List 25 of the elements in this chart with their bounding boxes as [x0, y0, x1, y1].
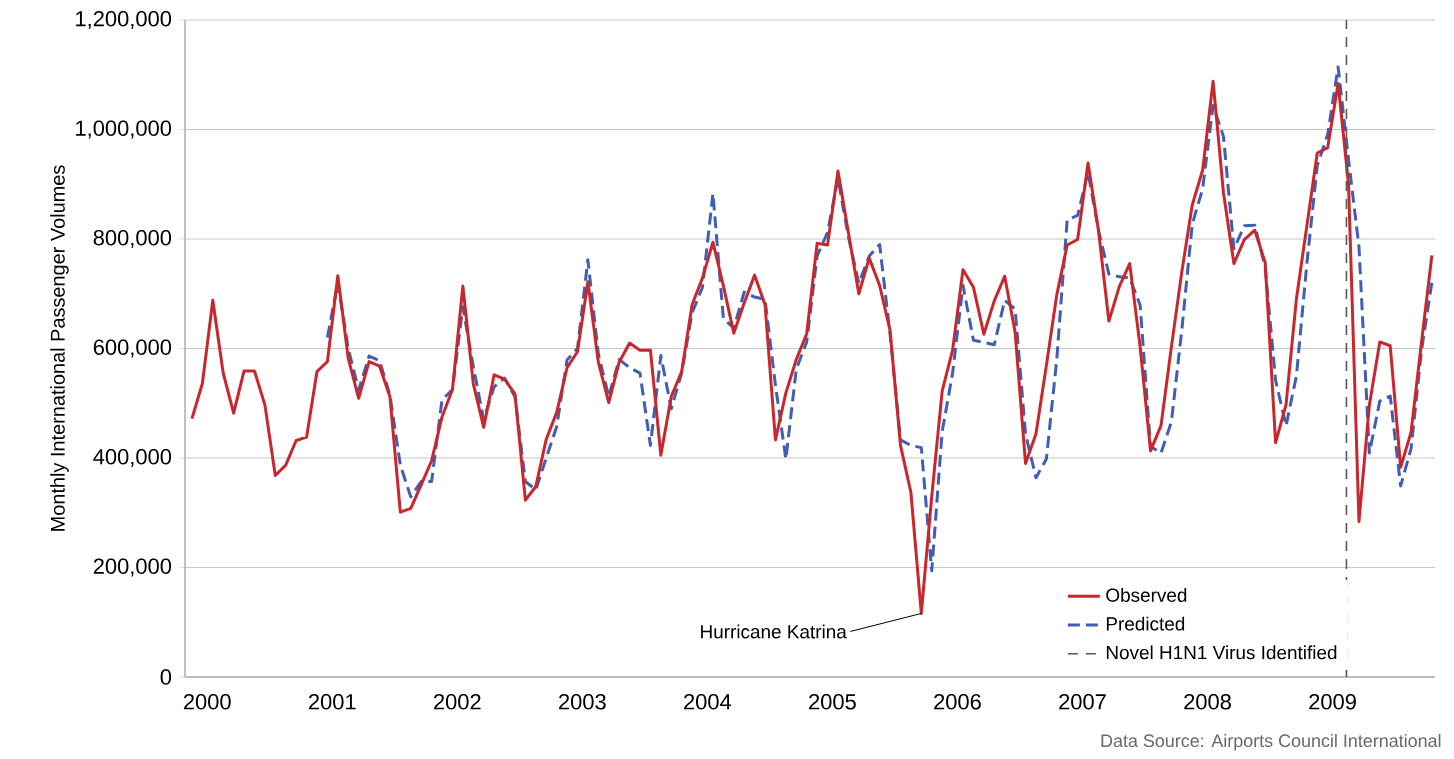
x-tick-label: 2006 [934, 694, 981, 710]
ref-line-label: Novel H1N1 Virus Identified [1106, 645, 1337, 660]
legend-label: Observed [1106, 588, 1187, 602]
y-tick-label: 0 [160, 669, 172, 685]
x-tick-label: 2009 [1309, 694, 1356, 710]
x-tick-label: 2007 [1059, 694, 1106, 710]
x-tick-label: 2000 [183, 694, 231, 710]
line-series [190, 79, 1434, 615]
y-axis-title: Monthly International Passenger Volumes [50, 165, 69, 531]
legend-label: Predicted [1106, 616, 1185, 631]
y-tick-label: 600,000 [93, 339, 172, 358]
x-tick-label: 2004 [684, 694, 732, 710]
y-tick-label: 1,000,000 [76, 120, 172, 139]
annotation: Hurricane Katrina [701, 624, 847, 639]
line-series [325, 65, 1434, 573]
y-tick-label: 400,000 [93, 448, 172, 468]
x-tick-label: 2002 [434, 694, 481, 710]
y-tick-label: 800,000 [93, 229, 172, 249]
source-note: Data Source: Airports Council International [1101, 733, 1441, 751]
y-tick-label: 1,200,000 [76, 10, 172, 30]
x-tick-label: 2003 [559, 694, 606, 710]
x-tick-label: 2005 [809, 694, 856, 710]
x-tick-label: 2008 [1184, 694, 1231, 710]
y-tick-label: 200,000 [93, 558, 172, 577]
x-tick-label: 2001 [308, 694, 356, 710]
